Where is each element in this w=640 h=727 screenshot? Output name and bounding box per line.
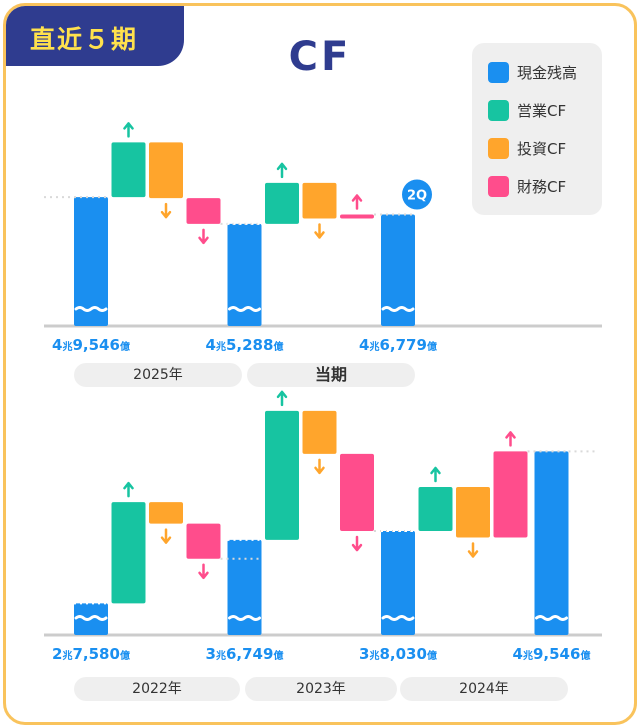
period-label-2024: 2024年 bbox=[400, 677, 568, 701]
flow-arrow-1-1-2 bbox=[351, 535, 363, 552]
flow-bar-0-0-2 bbox=[186, 198, 221, 224]
cash-label-0-2: 4兆6,779億 bbox=[359, 336, 437, 354]
flow-arrow-1-0-2 bbox=[198, 563, 209, 580]
cash-bar-1-3 bbox=[534, 451, 569, 635]
legend-item-investing: 投資CF bbox=[488, 136, 566, 160]
flow-arrow-0-1-2 bbox=[351, 194, 363, 210]
cash-bar-break-1-3 bbox=[535, 615, 568, 621]
flow-arrow-1-1-0 bbox=[276, 390, 288, 407]
legend-swatch-financing bbox=[488, 175, 509, 197]
legend-swatch-cash bbox=[488, 61, 509, 83]
period-label-current: 当期 bbox=[247, 363, 415, 387]
cash-label-1-3: 4兆9,546億 bbox=[513, 645, 591, 663]
cash-label-0-0: 4兆9,546億 bbox=[52, 336, 130, 354]
period-label-2022: 2022年 bbox=[74, 677, 240, 701]
flow-bar-1-2-0 bbox=[418, 487, 453, 532]
period-label-2023-text: 2023年 bbox=[296, 681, 346, 697]
flow-bar-1-1-0 bbox=[265, 410, 299, 540]
flow-bar-1-0-2 bbox=[186, 523, 221, 559]
cf-card: 直近５期 CF 4兆9,546億 4兆5,288億 4兆6,779億 2Q 2兆7,58… bbox=[3, 3, 637, 725]
flow-arrow-1-0-0 bbox=[123, 481, 134, 498]
cash-bar-0-0 bbox=[74, 197, 108, 326]
flow-arrow-0-1-0 bbox=[276, 162, 288, 179]
flow-arrow-0-0-2 bbox=[198, 228, 209, 245]
legend-label-investing: 投資CF bbox=[517, 139, 567, 158]
period-badge: 直近５期 bbox=[6, 6, 184, 66]
legend-label-operating: 営業CF bbox=[517, 101, 567, 120]
flow-bar-1-2-2 bbox=[493, 451, 528, 538]
badge-2q-circle bbox=[402, 179, 432, 210]
flow-bar-1-0-1 bbox=[149, 502, 183, 524]
period-label-2025-text: 2025年 bbox=[133, 367, 183, 383]
legend-item-financing: 財務CF bbox=[488, 174, 566, 198]
period-label-current-text: 当期 bbox=[314, 365, 347, 384]
legend-item-cash: 現金残高 bbox=[488, 60, 577, 84]
cash-bar-break-1-1 bbox=[228, 615, 261, 621]
flow-arrow-1-2-1 bbox=[467, 542, 479, 558]
cash-bar-break-0-2 bbox=[381, 306, 415, 312]
flow-bar-0-0-1 bbox=[149, 142, 183, 199]
flow-bar-1-1-1 bbox=[302, 410, 337, 454]
flow-arrow-0-0-0 bbox=[123, 122, 134, 138]
cash-bar-break-1-0 bbox=[74, 615, 108, 621]
flow-bar-0-1-2 bbox=[340, 214, 374, 219]
period-label-2023: 2023年 bbox=[245, 677, 397, 701]
flow-bar-0-1-0 bbox=[265, 182, 299, 224]
cash-bar-0-1 bbox=[227, 223, 262, 326]
cash-bar-break-0-0 bbox=[74, 306, 108, 312]
waterfall-charts: 4兆9,546億 4兆5,288億 4兆6,779億 2Q 2兆7,580億 3兆6,74… bbox=[44, 122, 602, 663]
flow-bar-1-0-0 bbox=[111, 502, 146, 604]
legend-swatch-investing bbox=[488, 137, 509, 159]
period-label-2024-text: 2024年 bbox=[459, 681, 509, 697]
cash-bar-break-1-2 bbox=[381, 615, 415, 621]
cash-label-0-1: 4兆5,288億 bbox=[206, 336, 284, 354]
flow-arrow-1-1-1 bbox=[314, 458, 325, 475]
period-label-2025: 2025年 bbox=[74, 363, 242, 387]
cash-bar-1-2 bbox=[381, 531, 415, 635]
cash-bar-break-0-1 bbox=[228, 306, 261, 312]
chart-title: CF bbox=[288, 34, 352, 80]
badge-2q-text: 2Q bbox=[407, 189, 427, 204]
period-badge-text: 直近５期 bbox=[30, 25, 139, 54]
legend-label-financing: 財務CF bbox=[517, 177, 567, 196]
legend-item-operating: 営業CF bbox=[488, 98, 566, 122]
cash-label-1-2: 3兆8,030億 bbox=[359, 645, 437, 663]
flow-arrow-1-2-0 bbox=[430, 466, 441, 483]
flow-bar-0-1-1 bbox=[302, 182, 337, 219]
legend: 現金残高 営業CF 投資CF 財務CF bbox=[472, 43, 602, 215]
cash-bar-0-2 bbox=[381, 214, 415, 326]
legend-swatch-operating bbox=[488, 99, 509, 121]
flow-arrow-0-1-1 bbox=[314, 223, 325, 239]
flow-arrow-1-2-2 bbox=[505, 431, 516, 447]
flow-arrow-0-0-1 bbox=[160, 202, 172, 219]
flow-bar-1-2-1 bbox=[456, 487, 490, 538]
cash-label-1-0: 2兆7,580億 bbox=[52, 645, 130, 663]
flow-arrow-1-0-1 bbox=[160, 528, 172, 544]
flow-bar-0-0-0 bbox=[111, 142, 146, 198]
legend-label-cash: 現金残高 bbox=[517, 63, 578, 82]
period-label-2022-text: 2022年 bbox=[132, 681, 182, 697]
cash-bar-1-1 bbox=[227, 539, 262, 635]
flow-bar-1-1-2 bbox=[340, 453, 374, 532]
cash-label-1-1: 3兆6,749億 bbox=[206, 645, 284, 663]
